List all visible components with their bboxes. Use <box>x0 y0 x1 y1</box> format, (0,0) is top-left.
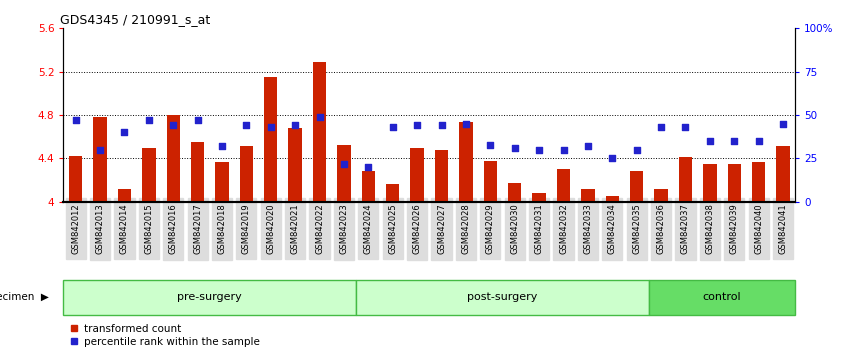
Bar <box>435 150 448 202</box>
Point <box>557 147 570 153</box>
Text: control: control <box>703 292 741 302</box>
Point <box>508 145 521 151</box>
Point <box>630 147 644 153</box>
Point <box>703 138 717 144</box>
Point <box>69 118 82 123</box>
Bar <box>654 189 667 202</box>
Point <box>410 122 424 128</box>
Bar <box>338 145 351 202</box>
Bar <box>410 148 424 202</box>
Bar <box>264 77 277 202</box>
Bar <box>606 196 619 202</box>
Bar <box>532 193 546 202</box>
Point <box>678 124 692 130</box>
Point <box>361 164 375 170</box>
Point <box>142 118 156 123</box>
Point <box>264 124 277 130</box>
Bar <box>356 280 649 315</box>
Point <box>435 122 448 128</box>
Bar <box>386 184 399 202</box>
Bar <box>288 128 302 202</box>
Bar <box>777 147 790 202</box>
Point <box>239 122 253 128</box>
Bar <box>581 189 595 202</box>
Point <box>606 155 619 161</box>
Text: GDS4345 / 210991_s_at: GDS4345 / 210991_s_at <box>60 13 210 26</box>
Point <box>118 130 131 135</box>
Point <box>581 143 595 149</box>
Bar <box>313 62 327 202</box>
Bar <box>557 169 570 202</box>
Bar <box>63 280 356 315</box>
Point <box>728 138 741 144</box>
Text: post-surgery: post-surgery <box>467 292 538 302</box>
Bar <box>142 148 156 202</box>
Bar <box>69 156 82 202</box>
Bar <box>678 157 692 202</box>
Bar <box>752 162 766 202</box>
Bar <box>215 162 228 202</box>
Bar <box>239 147 253 202</box>
Bar <box>459 121 473 202</box>
Point <box>215 143 228 149</box>
Bar <box>649 280 795 315</box>
Point <box>532 147 546 153</box>
Point <box>167 122 180 128</box>
Point <box>752 138 766 144</box>
Bar <box>508 183 521 202</box>
Point <box>288 122 302 128</box>
Point <box>654 124 667 130</box>
Bar <box>484 161 497 202</box>
Bar <box>728 164 741 202</box>
Point <box>93 147 107 153</box>
Bar <box>361 171 375 202</box>
Point <box>191 118 205 123</box>
Bar <box>167 115 180 202</box>
Point <box>484 142 497 147</box>
Point <box>386 124 399 130</box>
Point <box>777 121 790 126</box>
Bar <box>93 117 107 202</box>
Text: pre-surgery: pre-surgery <box>178 292 242 302</box>
Point <box>459 121 473 126</box>
Text: specimen  ▶: specimen ▶ <box>0 292 49 302</box>
Bar <box>191 142 205 202</box>
Legend: transformed count, percentile rank within the sample: transformed count, percentile rank withi… <box>69 324 261 347</box>
Point <box>338 161 351 166</box>
Point <box>313 114 327 120</box>
Bar <box>630 171 644 202</box>
Bar <box>703 164 717 202</box>
Bar <box>118 189 131 202</box>
